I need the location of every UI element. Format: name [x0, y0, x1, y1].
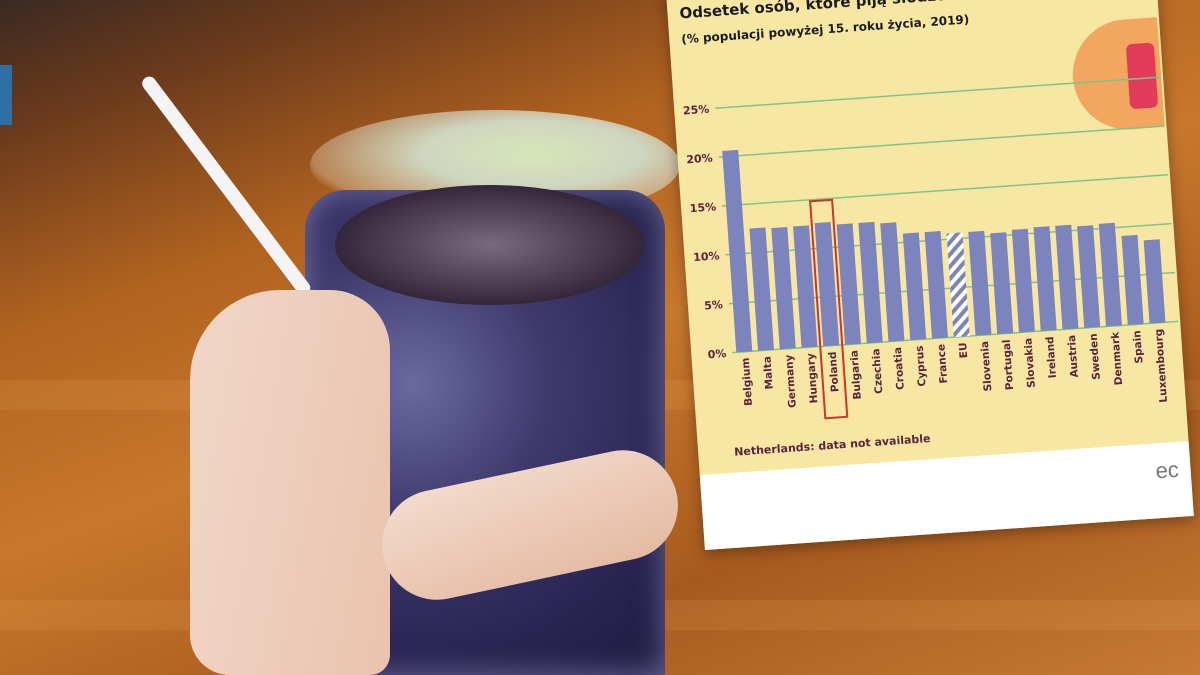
bar-bulgaria [836, 223, 861, 345]
y-tick-label: 5% [704, 298, 724, 312]
bar-sweden [1077, 225, 1101, 329]
brand-logo: ec [1154, 456, 1180, 484]
bar-malta [749, 227, 774, 351]
x-tick-label: Slovenia [979, 341, 994, 392]
y-tick-label: 25% [683, 103, 710, 118]
gridline [715, 76, 1162, 109]
chart-panel: Odsetek osób, które piją słodzone napoje… [665, 0, 1194, 550]
x-tick-label: Sweden [1088, 333, 1103, 380]
ice-cubes [335, 185, 645, 305]
bar-luxembourg [1143, 239, 1166, 324]
straw [139, 73, 314, 298]
y-tick-label: 0% [707, 347, 727, 361]
bar-croatia [880, 222, 905, 342]
x-tick-label: Austria [1066, 334, 1081, 377]
x-tick-label: Poland [827, 351, 842, 392]
bar-germany [771, 226, 796, 350]
bar-france [924, 230, 948, 339]
y-tick-label: 10% [693, 249, 720, 264]
x-tick-label: Spain [1131, 330, 1145, 364]
bar-denmark [1098, 222, 1122, 327]
bar-portugal [990, 232, 1014, 335]
x-tick-label: Luxembourg [1153, 328, 1170, 403]
y-tick-label: 15% [689, 200, 716, 215]
x-tick-label: Bulgaria [848, 350, 863, 400]
x-tick-label: Ireland [1044, 336, 1059, 379]
bar-belgium [722, 149, 753, 353]
x-tick-label: Germany [783, 354, 799, 408]
x-tick-label: Czechia [870, 348, 885, 394]
bar-czechia [858, 221, 883, 344]
x-tick-label: Hungary [805, 353, 820, 404]
bar-chart: 0% 5% 10% 15% 20% 25% Belgium Malta Germany Hunga… [683, 76, 1179, 420]
hand [190, 290, 390, 675]
x-tick-label: Belgium [740, 357, 755, 406]
bar-cyprus [902, 232, 927, 341]
bar-ireland [1033, 226, 1057, 332]
x-tick-label: Denmark [1109, 330, 1125, 385]
bar-hungary [793, 225, 818, 348]
x-tick-label: Portugal [1001, 339, 1017, 391]
bar-austria [1055, 224, 1079, 330]
bar-poland [814, 221, 840, 347]
bar-slovakia [1011, 228, 1035, 333]
bar-slovenia [968, 230, 992, 336]
x-tick-label: Slovakia [1022, 338, 1037, 389]
highlight-box [809, 198, 849, 420]
background-object [0, 65, 12, 125]
x-tick-label: Croatia [892, 347, 907, 391]
y-tick-label: 20% [686, 152, 713, 167]
x-tick-label: France [935, 344, 950, 384]
x-tick-label: EU [957, 342, 970, 359]
gridline [721, 174, 1169, 207]
footer-strip [699, 441, 1194, 550]
x-tick-label: Cyprus [914, 345, 929, 387]
x-tick-label: Malta [761, 356, 775, 390]
bar-spain [1121, 234, 1144, 325]
gridline [718, 125, 1165, 158]
bar-eu [946, 232, 970, 338]
